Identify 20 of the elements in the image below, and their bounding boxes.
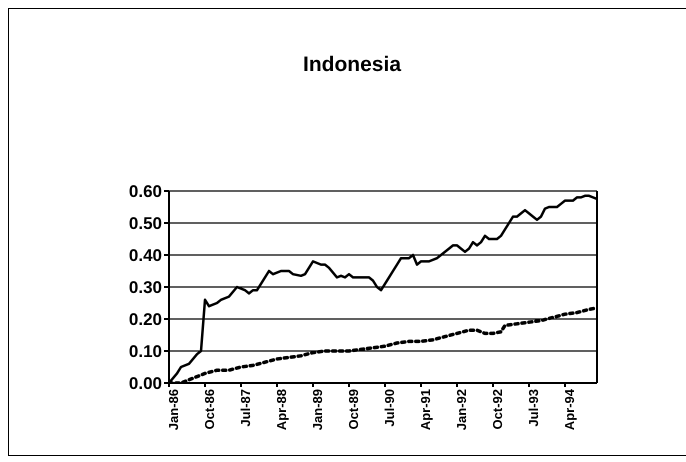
x-tick-label: Apr-91 xyxy=(418,389,434,430)
y-tick-label: 0.30 xyxy=(128,278,162,298)
x-tick-label: Jan-89 xyxy=(310,389,326,430)
y-tick-label: 0.10 xyxy=(128,342,162,362)
y-tick-label: 0.40 xyxy=(128,246,162,266)
x-tick-label: Oct-89 xyxy=(346,389,362,430)
y-tick-label: 0.60 xyxy=(128,182,162,202)
x-tick-label: Jul-93 xyxy=(526,389,542,427)
x-tick-label: Jul-87 xyxy=(238,389,254,427)
x-tick-label: Apr-94 xyxy=(562,388,578,430)
chart-title: Indonesia xyxy=(302,53,402,77)
y-tick-label: 0.50 xyxy=(128,214,162,234)
x-tick-label: Jan-92 xyxy=(454,389,470,430)
y-tick-label: 0.20 xyxy=(128,310,162,330)
x-tick-label: Oct-86 xyxy=(202,389,218,430)
y-tick-label: 0.00 xyxy=(128,374,162,394)
x-tick-label: Jan-86 xyxy=(166,389,182,430)
x-tick-label: Apr-88 xyxy=(274,389,290,430)
x-tick-label: Oct-92 xyxy=(490,389,506,430)
x-tick-label: Jul-90 xyxy=(382,389,398,427)
